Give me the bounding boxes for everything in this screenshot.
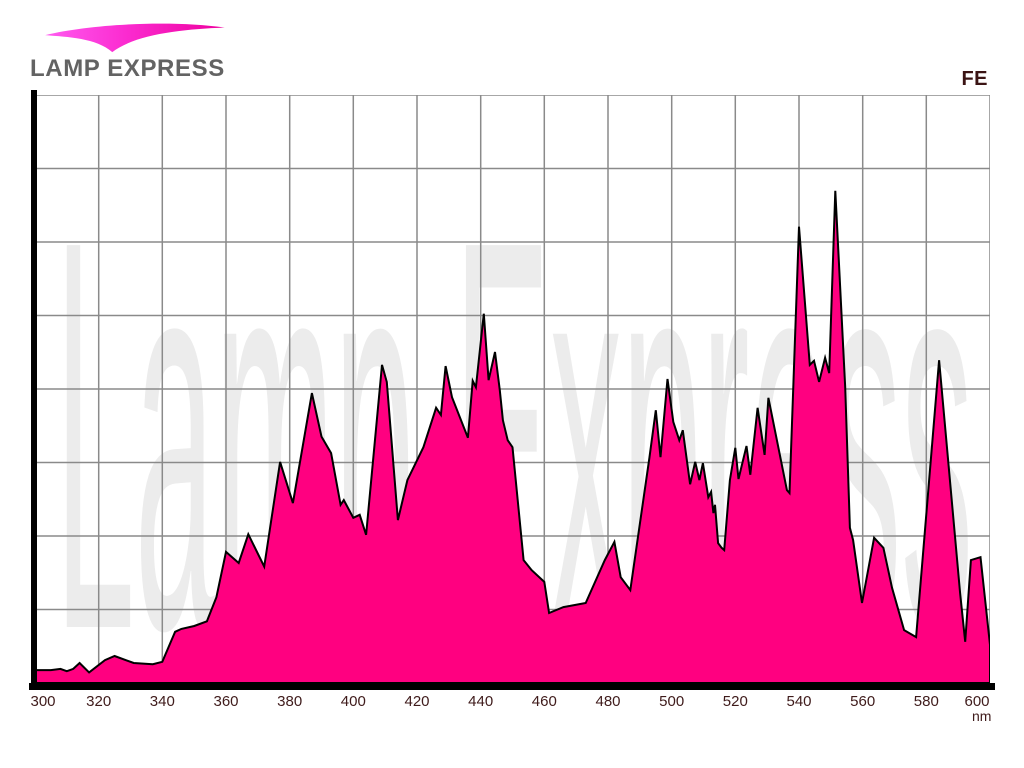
x-tick-label: 580 xyxy=(913,693,939,710)
x-tick-label: 560 xyxy=(850,693,876,710)
x-tick-label: 380 xyxy=(277,693,303,710)
brand-name: LAMP EXPRESS xyxy=(30,55,225,82)
plot-area: Lamp Express xyxy=(35,95,990,683)
spectral-chart: Lamp Express xyxy=(29,90,995,690)
x-tick-label: 300 xyxy=(30,693,56,710)
x-tick-label: 340 xyxy=(149,693,175,710)
x-tick-label: 520 xyxy=(722,693,748,710)
x-axis-unit: nm xyxy=(972,708,992,724)
x-tick-label: 440 xyxy=(468,693,494,710)
x-tick-label: 400 xyxy=(340,693,366,710)
brand-logo: LAMP EXPRESS xyxy=(30,20,245,83)
spectrum-area xyxy=(35,190,990,683)
series-label: FE xyxy=(961,68,988,90)
x-axis-line xyxy=(29,683,995,690)
x-tick-label: 500 xyxy=(659,693,685,710)
x-tick-label: 540 xyxy=(786,693,812,710)
x-tick-label: 360 xyxy=(213,693,239,710)
y-axis-line xyxy=(31,90,37,688)
x-tick-label: 480 xyxy=(595,693,621,710)
x-tick-label: 320 xyxy=(86,693,112,710)
x-tick-label: 420 xyxy=(404,693,430,710)
x-tick-label: 460 xyxy=(531,693,557,710)
x-tick-label: 600 xyxy=(964,693,990,710)
logo-swoosh-icon xyxy=(45,23,225,53)
